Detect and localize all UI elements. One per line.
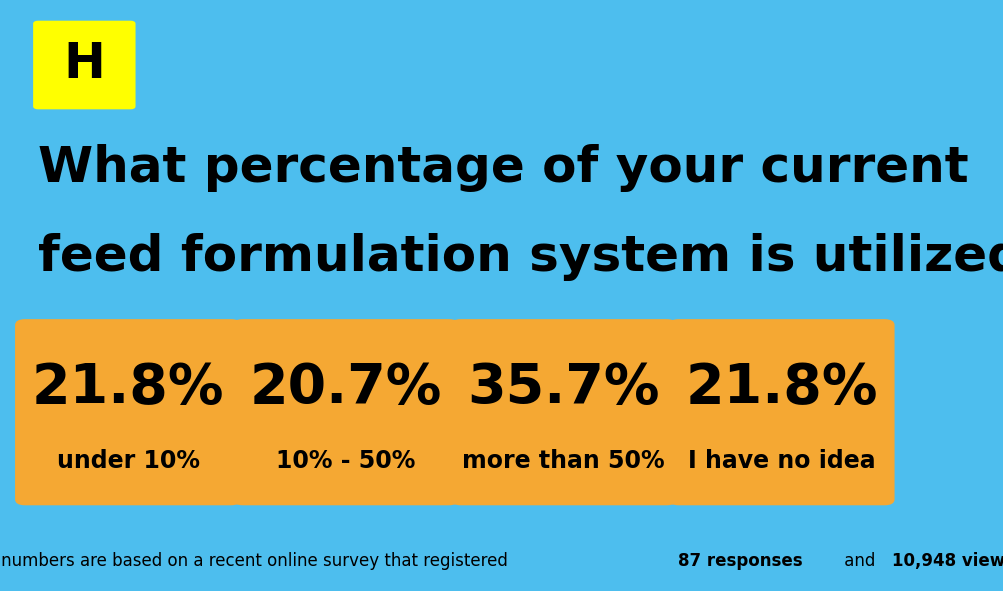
Text: 10,948 views: 10,948 views: [892, 553, 1003, 570]
Text: more than 50%: more than 50%: [462, 449, 664, 473]
Text: under 10%: under 10%: [56, 449, 200, 473]
Text: and: and: [838, 553, 880, 570]
Text: H: H: [63, 40, 105, 88]
Text: 35.7%: 35.7%: [467, 361, 659, 415]
Text: What percentage of your current: What percentage of your current: [38, 144, 968, 193]
Text: Those numbers are based on a recent online survey that registered: Those numbers are based on a recent onli…: [0, 553, 513, 570]
Text: feed formulation system is utilized?: feed formulation system is utilized?: [38, 233, 1003, 281]
FancyBboxPatch shape: [233, 319, 458, 505]
Text: 21.8%: 21.8%: [685, 361, 877, 415]
FancyBboxPatch shape: [33, 21, 135, 109]
Text: 21.8%: 21.8%: [32, 361, 224, 415]
Text: 87 responses: 87 responses: [677, 553, 801, 570]
FancyBboxPatch shape: [15, 319, 241, 505]
Text: I have no idea: I have no idea: [687, 449, 875, 473]
Text: 20.7%: 20.7%: [250, 361, 441, 415]
Text: 10% - 50%: 10% - 50%: [276, 449, 415, 473]
FancyBboxPatch shape: [450, 319, 676, 505]
FancyBboxPatch shape: [668, 319, 894, 505]
